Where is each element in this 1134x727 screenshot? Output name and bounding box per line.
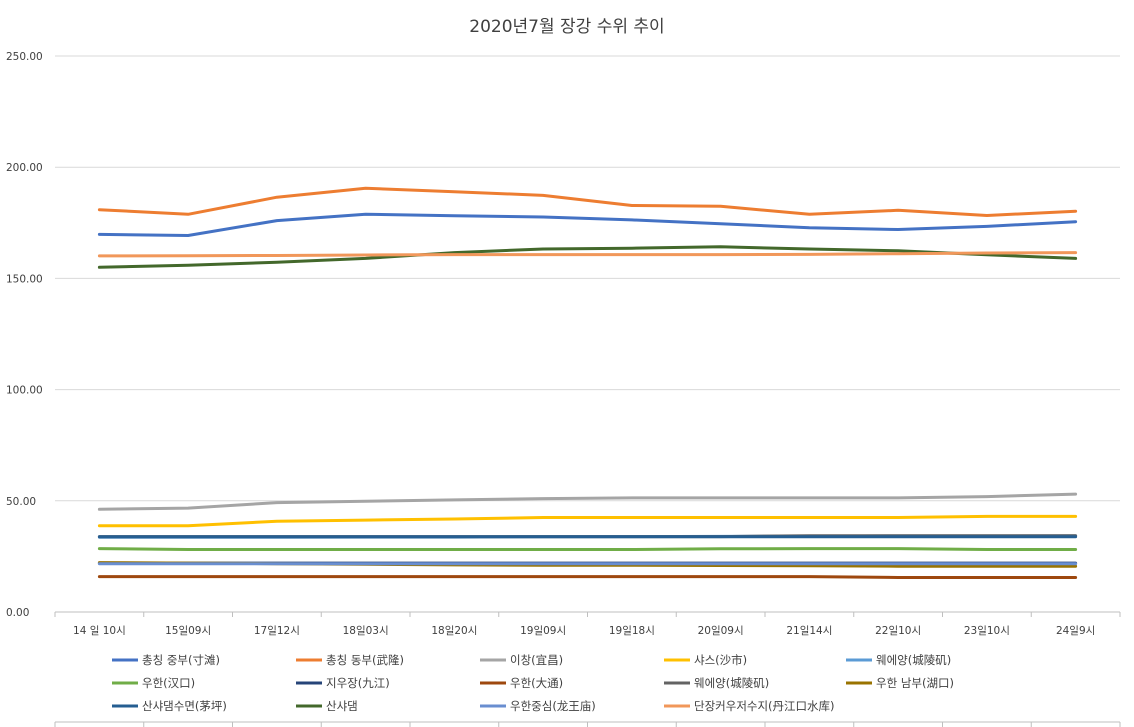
- y-axis-ticks: 0.00 50.00 100.00 150.00 200.00 250.00: [6, 51, 43, 619]
- y-tick-label: 200.00: [6, 162, 43, 174]
- legend-item: 총칭 동부(武隆): [296, 653, 404, 667]
- legend-label: 산샤댐수면(茅坪): [142, 699, 227, 713]
- x-tick-label: 24일9시: [1056, 624, 1095, 637]
- x-axis-ticks: 14 일 10시 15일09시 17일12시 18일03시 18일20시 19일09시 19…: [73, 624, 1095, 637]
- series-line-7: [97, 575, 1078, 579]
- y-tick-label: 0.00: [6, 607, 29, 619]
- legend-label: 샤스(沙市): [694, 653, 747, 667]
- legend-item: 우한(汉口): [112, 676, 195, 690]
- legend-item: 웨에양(城陵矶): [664, 676, 769, 690]
- y-tick-label: 100.00: [6, 385, 43, 397]
- series-line-11: [97, 245, 1078, 269]
- x-axis: [54, 611, 1121, 727]
- x-tick-label: 15일09시: [165, 624, 211, 637]
- series-line-3: [97, 514, 1078, 528]
- x-tick-label: 14 일 10시: [73, 624, 126, 637]
- series-line-5: [97, 547, 1078, 551]
- legend-label: 우한중심(龙王庙): [510, 699, 596, 713]
- legend-label: 우한 남부(湖口): [876, 676, 954, 690]
- legend-label: 웨에양(城陵矶): [694, 676, 769, 690]
- x-tick-label: 22일10시: [875, 624, 921, 637]
- x-tick-label: 18일20시: [431, 624, 477, 637]
- legend-label: 총칭 중부(寸滩): [142, 653, 220, 667]
- legend-item: 우한 남부(湖口): [846, 676, 954, 690]
- legend-item: 단장커우저수지(丹江口水库): [664, 699, 835, 713]
- series-lines: [97, 186, 1078, 579]
- x-tick-label: 23일10시: [964, 624, 1010, 637]
- series-line-1: [97, 186, 1078, 217]
- x-tick-label: 20일09시: [698, 624, 744, 637]
- legend-label: 웨에양(城陵矶): [876, 653, 951, 667]
- legend-item: 웨에양(城陵矶): [846, 653, 951, 667]
- legend-item: 산샤댐수면(茅坪): [112, 699, 227, 713]
- legend-label: 우한(大通): [510, 676, 563, 690]
- y-tick-label: 250.00: [6, 51, 43, 63]
- legend-item: 우한(大通): [480, 676, 563, 690]
- legend-label: 지우장(九江): [326, 676, 390, 690]
- legend-label: 우한(汉口): [142, 676, 195, 690]
- gridlines: [55, 55, 1120, 502]
- x-tick-label: 19일09시: [520, 624, 566, 637]
- legend-item: 샤스(沙市): [664, 653, 747, 667]
- x-tick-label: 17일12시: [254, 624, 300, 637]
- legend-label: 산샤댐: [326, 699, 358, 713]
- legend: 총칭 중부(寸滩) 총칭 동부(武隆) 이창(宜昌) 샤스(沙市) 웨에양(城陵矶) 우한…: [112, 653, 954, 713]
- series-line-0: [97, 212, 1078, 237]
- legend-item: 이창(宜昌): [480, 653, 563, 667]
- legend-item: 지우장(九江): [296, 676, 390, 690]
- series-line-13: [97, 251, 1078, 258]
- x-tick-label: 19일18시: [609, 624, 655, 637]
- y-tick-label: 50.00: [6, 496, 36, 508]
- legend-label: 단장커우저수지(丹江口水库): [694, 699, 835, 713]
- y-tick-label: 150.00: [6, 273, 43, 285]
- legend-item: 산샤댐: [296, 699, 358, 713]
- x-tick-label: 21일14시: [786, 624, 832, 637]
- x-tick-label: 18일03시: [343, 624, 389, 637]
- legend-label: 이창(宜昌): [510, 653, 563, 667]
- legend-item: 총칭 중부(寸滩): [112, 653, 220, 667]
- chart-title: 2020년7월 장강 수위 추이: [469, 17, 664, 37]
- legend-label: 총칭 동부(武隆): [326, 653, 404, 667]
- legend-item: 우한중심(龙王庙): [480, 699, 596, 713]
- series-line-2: [97, 492, 1078, 511]
